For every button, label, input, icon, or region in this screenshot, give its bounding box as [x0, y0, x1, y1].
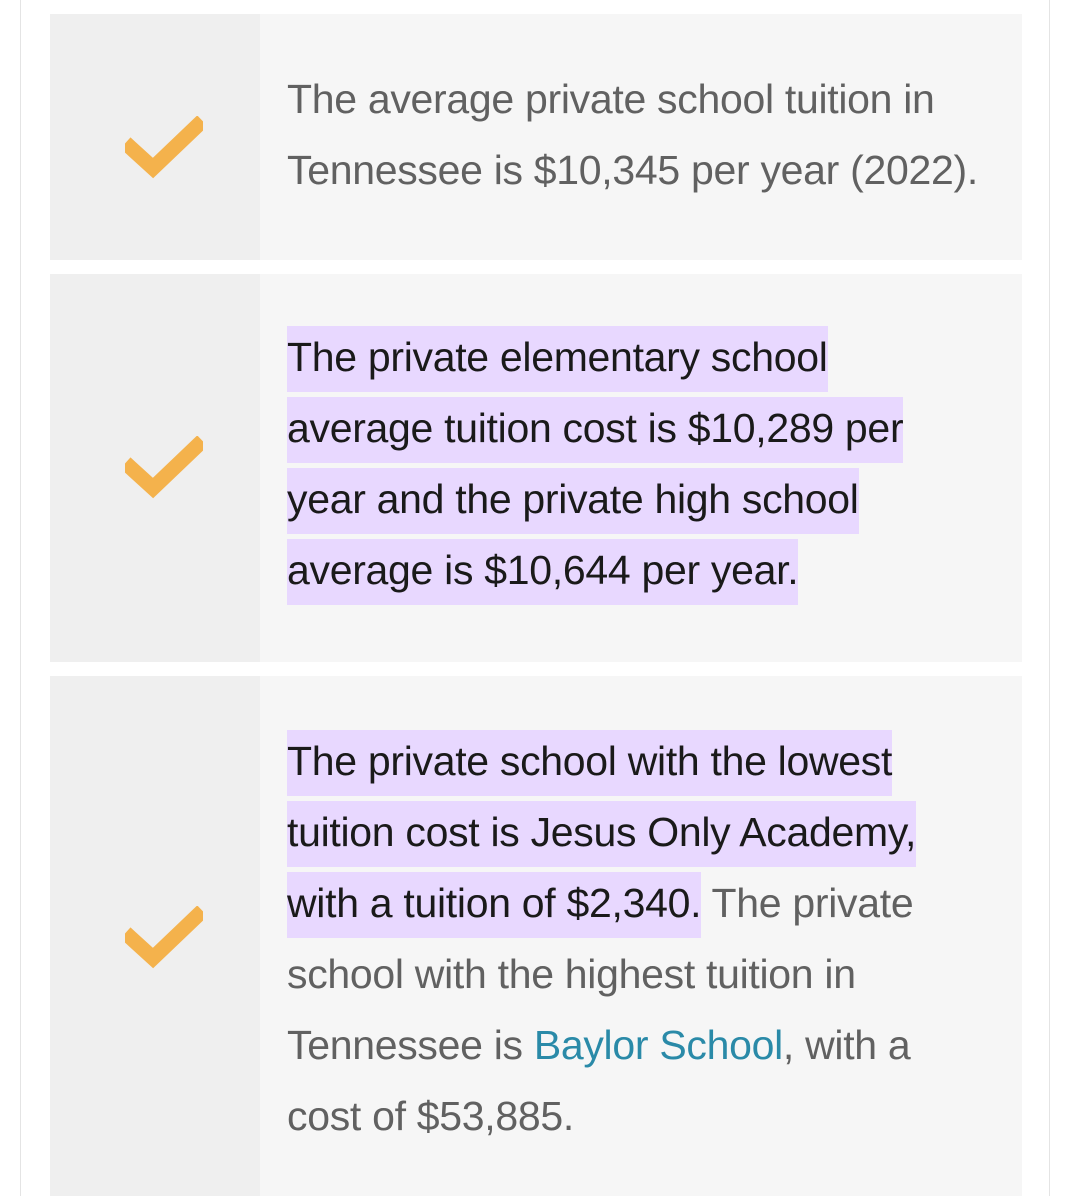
fact-text: The private school with the lowest tuiti… — [287, 726, 988, 1152]
fact-text: The average private school tuition in Te… — [287, 76, 978, 193]
fact-row-2: The private elementary school average tu… — [50, 274, 1022, 662]
fact-row-3: The private school with the lowest tuiti… — [50, 676, 1022, 1196]
checkmark-icon — [125, 906, 203, 970]
check-cell — [50, 676, 260, 1196]
checkmark-icon — [125, 116, 203, 180]
fact-text-part: , with a cost of $53,885. — [287, 1022, 911, 1139]
checkmark-icon — [125, 436, 203, 500]
fact-text-part: The private school with the highest tuit… — [287, 880, 914, 1068]
fact-text-cell: The private school with the lowest tuiti… — [260, 676, 1022, 1196]
fact-row-1: The average private school tuition in Te… — [50, 14, 1022, 260]
baylor-school-link[interactable]: Baylor School — [533, 1022, 783, 1068]
fact-text-cell: The average private school tuition in Te… — [260, 14, 1022, 260]
fact-text: The private elementary school average tu… — [287, 322, 962, 606]
check-cell — [50, 274, 260, 662]
fact-text-cell: The private elementary school average tu… — [260, 274, 1022, 662]
right-border — [1049, 0, 1050, 1196]
check-cell — [50, 14, 260, 260]
left-border — [20, 0, 21, 1196]
highlighted-text[interactable]: The private school with the lowest tuiti… — [287, 730, 916, 938]
highlighted-text[interactable]: The private elementary school average tu… — [287, 326, 904, 605]
